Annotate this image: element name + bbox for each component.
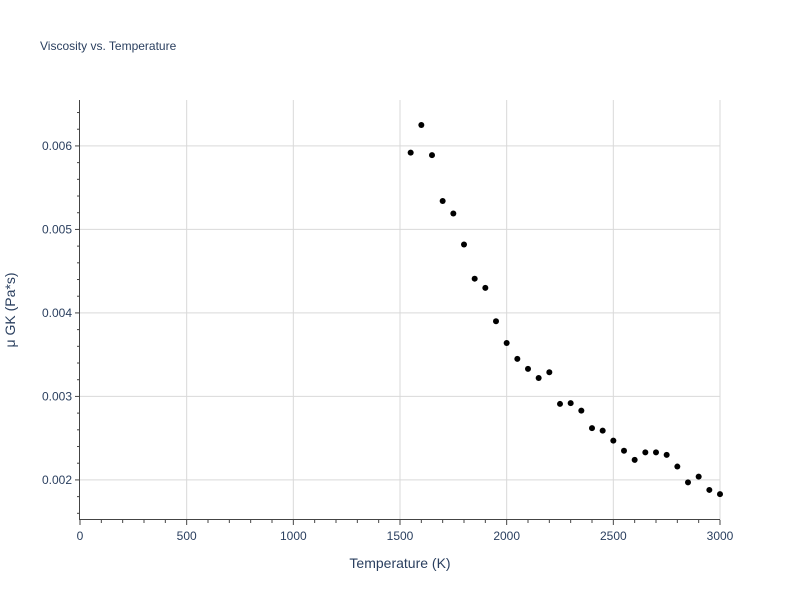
y-tick-label: 0.005: [42, 222, 72, 236]
x-tick-label: 3000: [707, 529, 734, 543]
data-point: [695, 473, 702, 480]
y-tick-label: 0.002: [42, 473, 72, 487]
data-point: [578, 407, 585, 414]
data-point: [589, 425, 595, 432]
y-tick-label: 0.003: [42, 389, 72, 403]
data-points: [407, 122, 723, 498]
data-point: [717, 491, 723, 498]
x-tick-label: 0: [77, 529, 84, 543]
data-point: [599, 427, 606, 434]
data-point: [439, 198, 446, 205]
data-point: [621, 447, 627, 454]
data-point: [557, 400, 563, 407]
data-point: [461, 241, 467, 248]
x-tick-label: 2000: [493, 529, 520, 543]
data-point: [685, 479, 691, 486]
data-point: [418, 122, 425, 129]
data-point: [503, 339, 510, 346]
y-axis-title: μ GK (Pa*s): [2, 273, 18, 348]
data-point: [567, 400, 574, 407]
chart-title: Viscosity vs. Temperature: [40, 39, 177, 53]
data-point: [407, 149, 414, 156]
data-point: [450, 210, 457, 217]
y-tick-label: 0.004: [42, 306, 72, 320]
data-point: [706, 486, 713, 493]
x-tick-label: 2500: [600, 529, 627, 543]
data-point: [653, 449, 659, 456]
data-point: [493, 318, 499, 325]
x-tick-label: 1500: [387, 529, 414, 543]
data-point: [546, 369, 553, 376]
data-point: [535, 375, 542, 382]
data-point: [471, 275, 478, 282]
x-tick-label: 1000: [280, 529, 307, 543]
data-point: [429, 152, 435, 159]
data-point: [642, 449, 649, 456]
data-point: [514, 355, 521, 362]
data-point: [610, 437, 617, 444]
data-point: [663, 451, 670, 458]
y-tick-label: 0.006: [42, 139, 72, 153]
data-point: [674, 463, 681, 470]
axes: 0 500 1000 1500 2000 2500 3000 0.002 0.003 0.004 0…: [42, 100, 734, 543]
x-axis-title: Temperature (K): [349, 555, 450, 571]
data-point: [525, 365, 531, 372]
gridlines: [80, 100, 721, 520]
x-tick-label: 500: [177, 529, 197, 543]
data-point: [631, 456, 638, 463]
data-point: [482, 284, 489, 291]
